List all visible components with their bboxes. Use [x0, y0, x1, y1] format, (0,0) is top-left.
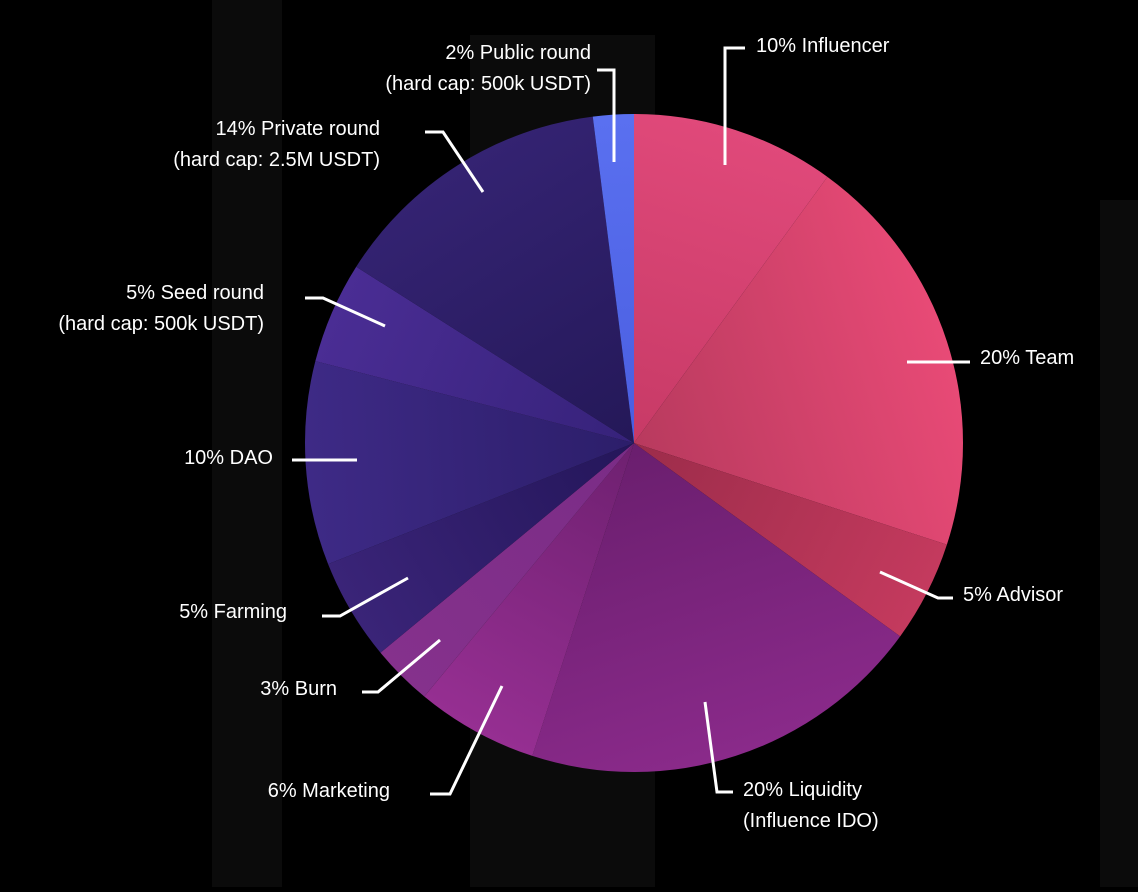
leader-line-liquidity [703, 701, 733, 794]
slice-label-text: 3% Burn [260, 678, 337, 700]
slice-label-influencer: 10% Influencer [756, 35, 890, 57]
slice-label-public-round: 2% Public round (hard cap: 500k USDT) [385, 42, 591, 95]
pie-slice-advisor [634, 443, 947, 637]
pie-slice-burn [380, 443, 634, 697]
pie-slice-team [634, 176, 964, 545]
leader-line-influencer [723, 46, 745, 165]
background-shape-left [212, 0, 282, 887]
slice-label-farming: 5% Farming [179, 601, 287, 623]
slice-label-subtext: (Influence IDO) [743, 810, 879, 832]
slice-label-text: 20% Liquidity [743, 779, 862, 801]
slice-label-marketing: 6% Marketing [268, 780, 390, 802]
slice-label-burn: 3% Burn [260, 678, 337, 700]
slice-label-seed-round: 5% Seed round (hard cap: 500k USDT) [58, 282, 264, 335]
pie-slice-farming [328, 443, 634, 653]
slice-label-text: 2% Public round [445, 42, 591, 64]
slice-label-text: 10% DAO [184, 447, 273, 469]
slice-label-text: 5% Farming [179, 601, 287, 623]
slice-label-text: 10% Influencer [756, 35, 890, 57]
slice-label-text: 14% Private round [215, 118, 380, 140]
slice-label-private-round: 14% Private round (hard cap: 2.5M USDT) [173, 118, 380, 171]
leader-line-advisor [879, 570, 953, 600]
slice-label-text: 5% Seed round [126, 282, 264, 304]
pie-labels: 10% Influencer 20% Team 5% Advisor 20% Liqu… [58, 35, 1074, 832]
slice-label-subtext: (hard cap: 500k USDT) [385, 73, 591, 95]
slice-label-team: 20% Team [980, 347, 1074, 369]
leader-line-seed-round [305, 296, 386, 328]
slice-label-liquidity: 20% Liquidity (Influence IDO) [743, 779, 879, 832]
leader-line-marketing [430, 685, 504, 796]
leader-line-private-round [425, 130, 485, 193]
pie-slice-private-round [356, 116, 634, 443]
slice-label-advisor: 5% Advisor [963, 584, 1063, 606]
background-shape-right [1100, 200, 1138, 887]
pie-slice-liquidity [532, 443, 901, 773]
pie-slice-influencer [634, 114, 828, 443]
slice-label-text: 5% Advisor [963, 584, 1063, 606]
pie-slice-dao [305, 361, 634, 565]
pie-leader-lines [292, 46, 970, 796]
pie-slice-seed-round [315, 266, 634, 443]
slice-label-subtext: (hard cap: 2.5M USDT) [173, 149, 380, 171]
slice-label-dao: 10% DAO [184, 447, 273, 469]
slice-label-text: 20% Team [980, 347, 1074, 369]
pie-slices [305, 114, 964, 773]
leader-line-farming [322, 576, 409, 618]
pie-slice-marketing [424, 443, 634, 756]
slice-label-text: 6% Marketing [268, 780, 390, 802]
leader-line-burn [362, 638, 441, 694]
slice-label-subtext: (hard cap: 500k USDT) [58, 313, 264, 335]
pie-slice-public-round [592, 114, 634, 443]
leader-line-public-round [597, 68, 616, 162]
